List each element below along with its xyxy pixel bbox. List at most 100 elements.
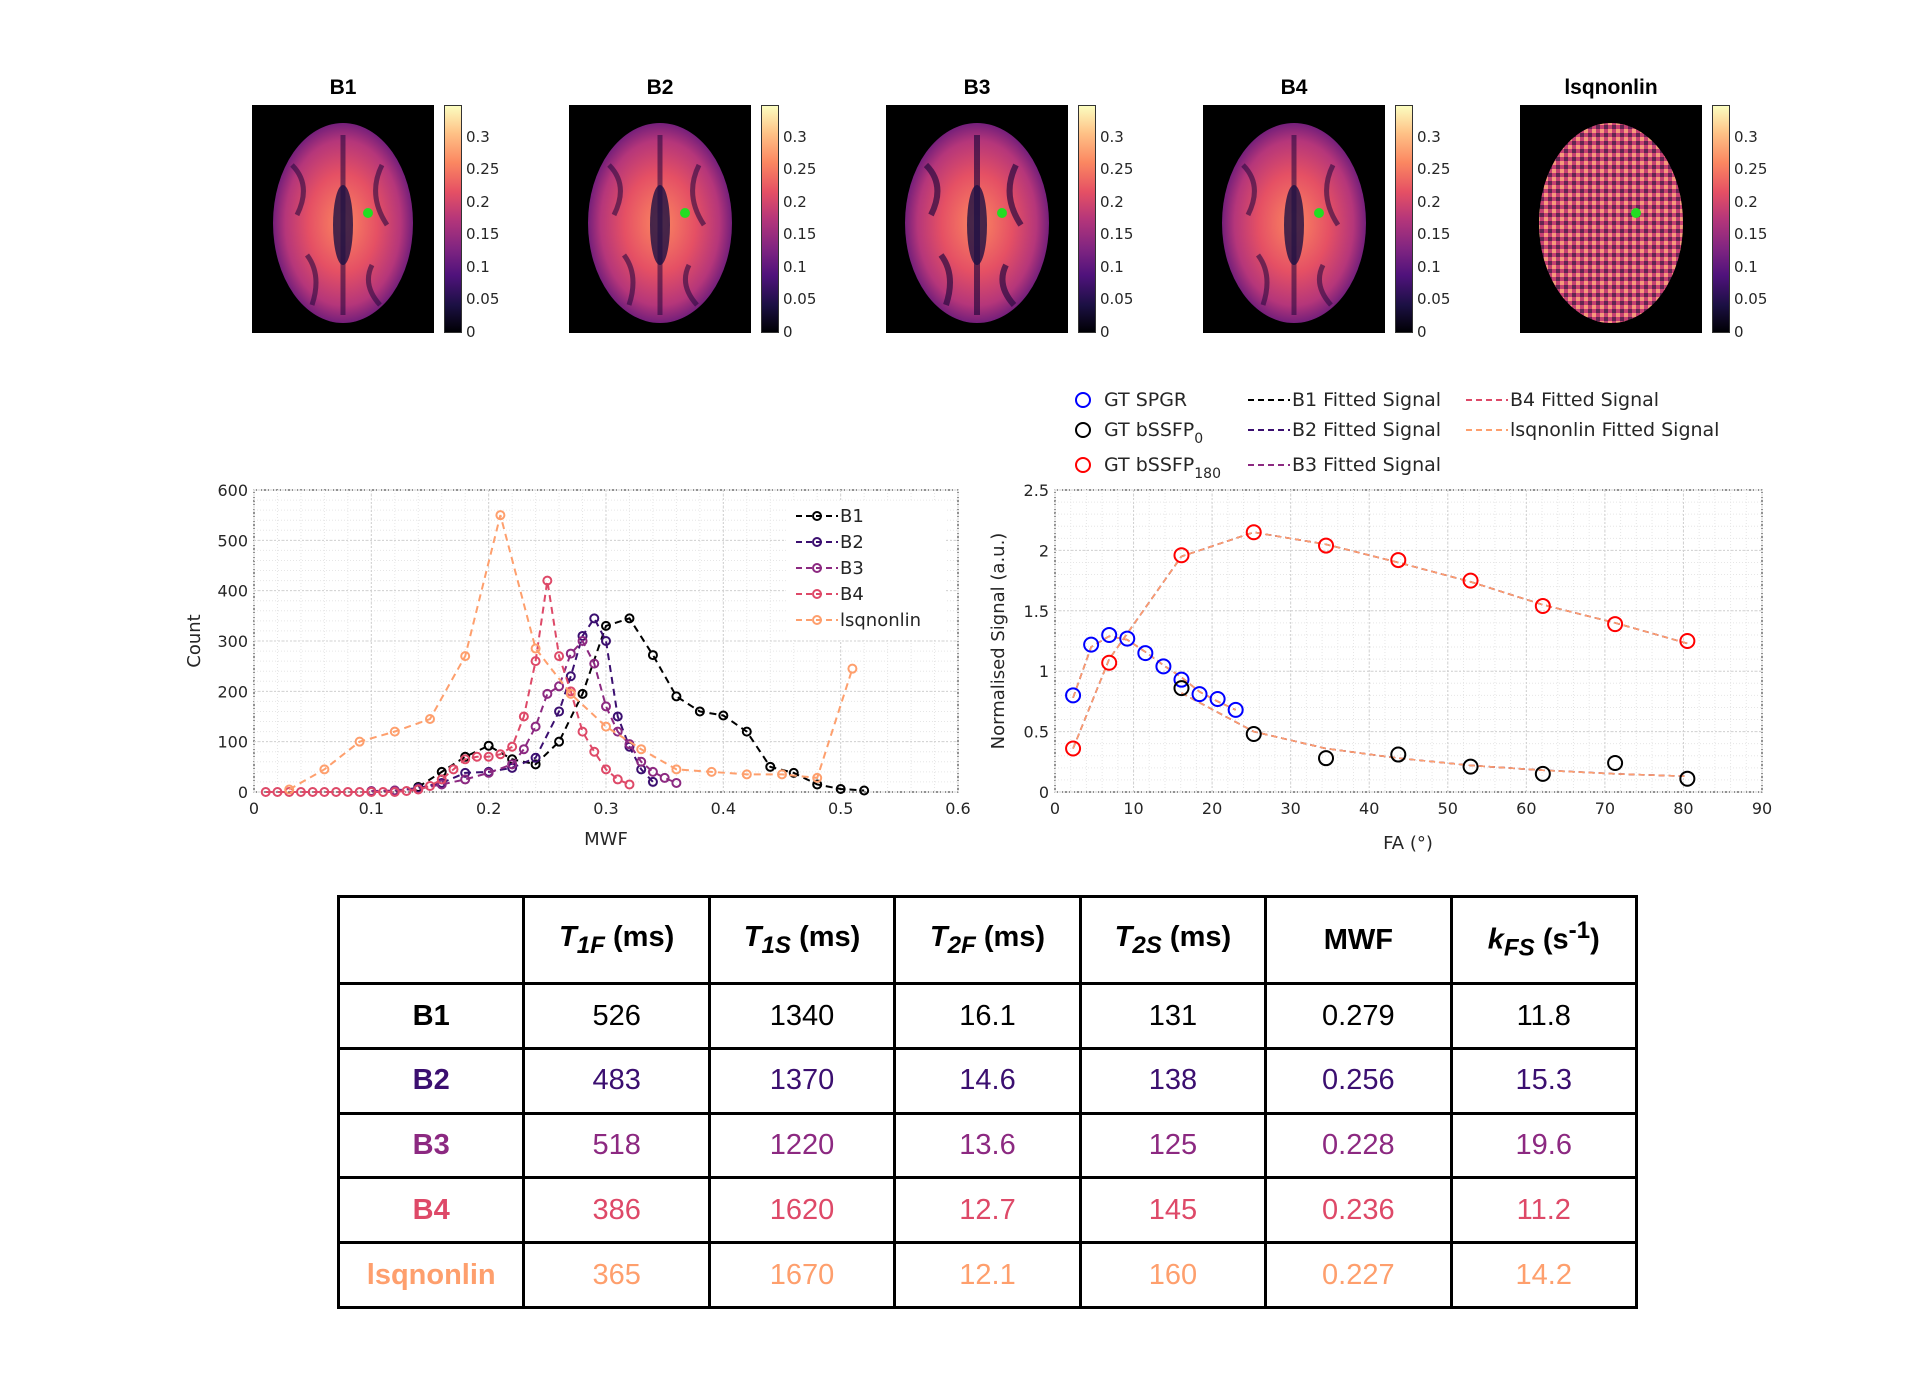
histogram-point-B4: [331, 787, 342, 797]
signal-x-tick-label: 80: [1673, 799, 1693, 818]
histogram-series-line-lsqnonlin: [288, 514, 854, 791]
table-row-label: B1: [336, 982, 526, 1050]
signal-x-tick-label: 0: [1050, 799, 1060, 818]
legend-marker-gt-bssfp180: [1075, 457, 1091, 473]
histogram-point-B3: [577, 636, 588, 646]
colorbar-tick-label: 0: [466, 323, 476, 341]
signal-x-tick-label: 60: [1516, 799, 1536, 818]
signal-y-tick-label: 2: [1039, 541, 1049, 560]
signal-fit-lines: [1072, 531, 1688, 778]
histogram-y-tick-label: 600: [217, 481, 248, 500]
histogram-point-B4: [495, 749, 506, 760]
table-cell: 1670: [707, 1241, 897, 1309]
signal-point-gt_bssfp180: [1318, 537, 1335, 554]
histogram-point-B4: [624, 779, 635, 790]
table-cell: 11.8: [1449, 982, 1639, 1050]
signal-x-tick-label: 90: [1752, 799, 1772, 818]
signal-x-tick-label: 20: [1202, 799, 1222, 818]
histogram-point-B4: [378, 787, 389, 797]
legend-label-gt-bssfp180: GT bSSFP180: [1104, 454, 1221, 482]
signal-y-tick-label: 0: [1039, 783, 1049, 802]
histogram-point-B1: [601, 620, 611, 631]
map-title-b2: B2: [646, 76, 674, 99]
histogram-point-B4: [601, 764, 611, 775]
colorbar-tick-label: 0.3: [466, 127, 490, 146]
histogram-point-lsqnonlin: [389, 726, 400, 737]
legend-label-B4: B4: [840, 584, 864, 605]
signal-point-gt_bssfp0: [1462, 758, 1479, 775]
signal-point-gt_bssfp180: [1065, 740, 1082, 757]
brain-map-graphic: [273, 123, 413, 323]
histogram-point-B1: [859, 785, 870, 796]
legend-label-b3-fit: B3 Fitted Signal: [1292, 454, 1441, 476]
signal-point-gt_bssfp180: [1173, 547, 1190, 564]
colorbar-tick-label: 0.1: [1734, 257, 1758, 276]
colorbar-tick-label: 0.3: [1100, 127, 1124, 146]
histogram-point-B2: [601, 636, 611, 646]
histogram-point-B4: [366, 787, 377, 797]
legend-label-lsqnonlin: lsqnonlin: [840, 610, 921, 631]
histogram-x-tick-label: 0.1: [359, 799, 384, 818]
legend-label-gt-bssfp0: GT bSSFP0: [1104, 419, 1203, 447]
brain-map-b1: [252, 105, 434, 333]
histogram-point-B1: [530, 759, 541, 770]
signal-point-gt_spgr: [1155, 658, 1172, 675]
histogram-point-B4: [260, 787, 271, 797]
histogram-point-B4: [471, 751, 482, 762]
histogram-point-lsqnonlin: [495, 510, 506, 521]
colorbar-tick-label: 0.15: [466, 225, 500, 244]
colorbar-tick-label: 0.1: [1100, 257, 1124, 276]
histogram-point-B2: [589, 613, 600, 624]
signal-point-gt_spgr: [1137, 645, 1154, 662]
histogram-point-lsqnonlin: [601, 721, 611, 732]
legend-label-b2-fit: B2 Fitted Signal: [1292, 419, 1441, 441]
colorbar-tick-label: 0.1: [1417, 257, 1441, 276]
histogram-series-line-B2: [394, 616, 654, 792]
signal-point-gt_bssfp0: [1607, 755, 1624, 772]
legend-marker-gt-bssfp0: [1075, 422, 1091, 438]
histogram-point-B3: [530, 721, 541, 732]
histogram-point-B4: [413, 784, 424, 795]
legend-marker-B1: [812, 511, 822, 521]
map-title-b4: B4: [1280, 76, 1308, 99]
signal-point-gt_bssfp180: [1462, 572, 1479, 589]
colorbar-tick-label: 0.05: [466, 290, 500, 309]
histogram-point-B1: [647, 650, 658, 661]
histogram-point-B2: [460, 767, 471, 778]
table-cell: 1620: [707, 1176, 897, 1245]
legend-label-b1-fit: B1 Fitted Signal: [1292, 389, 1441, 411]
table-cell: 138: [1078, 1046, 1268, 1115]
colorbar-tick-label: 0.05: [783, 290, 817, 309]
histogram-point-lsqnonlin: [812, 772, 823, 783]
histogram-point-B1: [718, 710, 729, 721]
histogram-point-B4: [354, 787, 365, 797]
histogram-point-B2: [530, 752, 541, 763]
table-cell: 13.6: [893, 1111, 1082, 1180]
colorbar-tick-label: 0.05: [1100, 290, 1134, 309]
signal-point-gt_bssfp180: [1679, 633, 1696, 649]
histogram-point-B1: [483, 740, 494, 751]
table-cell: 0.228: [1264, 1111, 1453, 1180]
histogram-legend-box: [786, 502, 946, 640]
table-cell: 1220: [707, 1111, 897, 1180]
colorbar-tick-label: 0.3: [1417, 127, 1441, 146]
colorbar: [761, 105, 779, 333]
colorbar-tick-label: 0.1: [466, 257, 490, 276]
histogram-point-B1: [765, 761, 776, 772]
histogram-y-tick-label: 100: [217, 733, 248, 752]
histogram-point-B4: [612, 774, 623, 785]
colorbar-tick-label: 0.15: [1417, 225, 1451, 244]
histogram-y-tick-label: 400: [217, 582, 248, 601]
table-cell: 14.6: [893, 1046, 1082, 1115]
histogram-point-B4: [589, 746, 600, 757]
table-cell: 0.236: [1264, 1176, 1453, 1245]
histogram-point-lsqnonlin: [284, 784, 295, 795]
signal-fit-line-fit_bssfp180: [1072, 531, 1688, 749]
signal-point-gt_bssfp0: [1245, 726, 1262, 743]
histogram-x-tick-label: 0.6: [945, 799, 970, 818]
histogram-point-B3: [636, 756, 647, 767]
map-title-lsqnonlin: lsqnonlin: [1564, 76, 1658, 99]
histogram-point-lsqnonlin: [565, 688, 576, 699]
brain-map-graphic: [905, 123, 1049, 323]
